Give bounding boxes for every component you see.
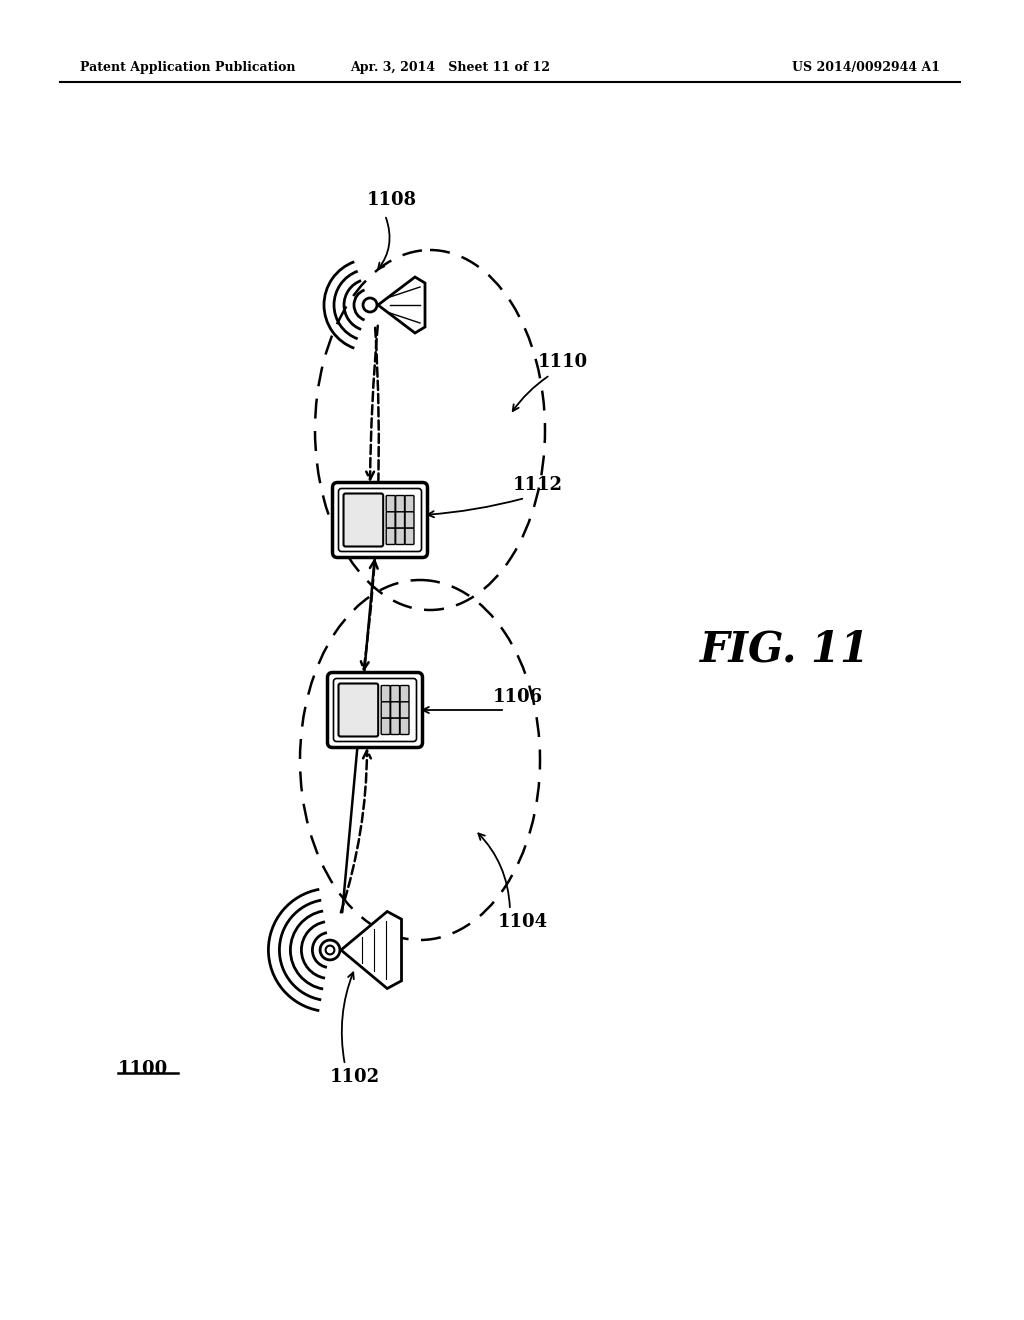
Text: 1100: 1100 — [118, 1060, 168, 1078]
FancyBboxPatch shape — [390, 702, 399, 718]
Circle shape — [326, 945, 335, 954]
Text: Apr. 3, 2014   Sheet 11 of 12: Apr. 3, 2014 Sheet 11 of 12 — [350, 62, 550, 74]
FancyBboxPatch shape — [386, 512, 395, 528]
Text: US 2014/0092944 A1: US 2014/0092944 A1 — [792, 62, 940, 74]
FancyBboxPatch shape — [381, 685, 390, 702]
FancyBboxPatch shape — [400, 718, 409, 734]
Circle shape — [362, 298, 377, 312]
FancyBboxPatch shape — [390, 718, 399, 734]
FancyBboxPatch shape — [333, 483, 427, 557]
Text: 1108: 1108 — [367, 191, 417, 209]
Text: 1104: 1104 — [498, 913, 548, 931]
Text: 1106: 1106 — [493, 688, 543, 706]
Polygon shape — [341, 912, 401, 989]
FancyBboxPatch shape — [343, 494, 383, 546]
Text: Patent Application Publication: Patent Application Publication — [80, 62, 296, 74]
FancyBboxPatch shape — [395, 495, 404, 512]
Text: FIG. 11: FIG. 11 — [700, 630, 870, 671]
FancyBboxPatch shape — [406, 495, 414, 512]
FancyBboxPatch shape — [381, 718, 390, 734]
FancyBboxPatch shape — [400, 685, 409, 702]
FancyBboxPatch shape — [328, 672, 423, 747]
FancyBboxPatch shape — [390, 685, 399, 702]
Circle shape — [321, 940, 340, 960]
FancyBboxPatch shape — [406, 512, 414, 528]
FancyBboxPatch shape — [386, 528, 395, 544]
FancyBboxPatch shape — [339, 488, 422, 552]
FancyBboxPatch shape — [386, 495, 395, 512]
Text: 1110: 1110 — [538, 352, 588, 371]
FancyBboxPatch shape — [406, 528, 414, 544]
Polygon shape — [378, 277, 425, 333]
Text: 1112: 1112 — [513, 477, 563, 494]
FancyBboxPatch shape — [395, 512, 404, 528]
Text: 1102: 1102 — [330, 1068, 380, 1086]
FancyBboxPatch shape — [339, 684, 378, 737]
FancyBboxPatch shape — [395, 528, 404, 544]
FancyBboxPatch shape — [400, 702, 409, 718]
FancyBboxPatch shape — [381, 702, 390, 718]
FancyBboxPatch shape — [334, 678, 417, 742]
